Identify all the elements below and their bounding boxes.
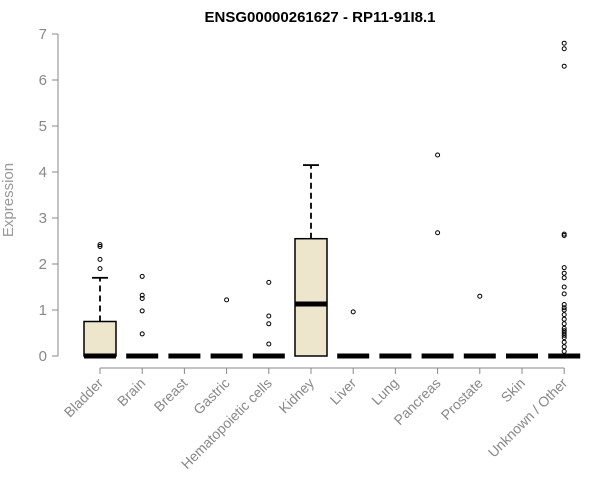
outlier-point bbox=[561, 265, 567, 271]
y-tick-label: 0 bbox=[39, 348, 47, 365]
x-tick-label: Bladder bbox=[61, 375, 107, 421]
outlier-point bbox=[561, 316, 567, 322]
y-tick-label: 1 bbox=[39, 302, 47, 319]
outlier-point bbox=[561, 332, 567, 338]
box-group bbox=[83, 242, 117, 359]
outlier-point bbox=[266, 321, 272, 327]
outlier-point bbox=[561, 339, 567, 345]
outlier-point bbox=[561, 301, 567, 307]
chart-title: ENSG00000261627 - RP11-91I8.1 bbox=[205, 9, 436, 26]
x-tick-label: Pancreas bbox=[391, 375, 444, 428]
y-tick-label: 2 bbox=[39, 256, 47, 273]
y-tick-label: 3 bbox=[39, 210, 47, 227]
outlier-point bbox=[561, 335, 567, 341]
box-group bbox=[294, 164, 328, 357]
boxes-group bbox=[83, 40, 581, 359]
outlier-point bbox=[97, 244, 103, 250]
outlier-point bbox=[477, 293, 483, 299]
outlier-point bbox=[435, 230, 441, 236]
outlier-point bbox=[561, 63, 567, 69]
outlier-point bbox=[139, 296, 145, 301]
outlier-point bbox=[561, 321, 567, 327]
outlier-point bbox=[266, 313, 272, 319]
outlier-point bbox=[97, 242, 103, 248]
y-tick-label: 7 bbox=[39, 26, 47, 43]
outlier-point bbox=[561, 291, 567, 297]
x-tick-label: Unknown / Other bbox=[485, 375, 571, 461]
box-group bbox=[548, 40, 581, 359]
y-tick-label: 5 bbox=[39, 118, 47, 135]
outlier-point bbox=[435, 152, 441, 158]
box-group bbox=[463, 293, 496, 359]
box-group bbox=[252, 279, 285, 359]
x-tick-label: Kidney bbox=[276, 375, 318, 417]
outlier-point bbox=[224, 297, 230, 303]
outlier-point bbox=[266, 279, 272, 285]
x-tick-label: Liver bbox=[327, 375, 360, 408]
x-tick-label: Skin bbox=[498, 375, 529, 406]
outlier-point bbox=[139, 308, 145, 314]
outlier-point bbox=[561, 348, 567, 354]
box-group bbox=[210, 297, 243, 359]
outlier-point bbox=[97, 266, 103, 272]
outlier-point bbox=[561, 46, 567, 52]
outlier-point bbox=[561, 305, 567, 311]
outlier-point bbox=[561, 312, 567, 318]
x-tick-label: Prostate bbox=[438, 375, 486, 423]
outlier-point bbox=[561, 344, 567, 350]
outlier-point bbox=[561, 231, 567, 237]
box-group bbox=[421, 152, 454, 359]
outlier-point bbox=[97, 256, 103, 262]
outlier-point bbox=[561, 284, 567, 290]
outlier-point bbox=[561, 275, 567, 281]
x-tick-label: Brain bbox=[114, 375, 148, 409]
outlier-point bbox=[139, 273, 145, 279]
x-tick-label: Lung bbox=[368, 375, 401, 408]
box-body bbox=[83, 320, 117, 357]
box-body bbox=[294, 237, 328, 357]
outlier-point bbox=[561, 270, 567, 276]
outlier-point bbox=[561, 330, 567, 336]
y-axis-label: Expression bbox=[0, 163, 17, 237]
outlier-point bbox=[561, 40, 567, 46]
outlier-point bbox=[561, 307, 567, 313]
box-group bbox=[337, 309, 370, 359]
outlier-point bbox=[266, 341, 272, 347]
outlier-point bbox=[139, 292, 145, 298]
y-tick-label: 6 bbox=[39, 72, 47, 89]
outlier-point bbox=[350, 309, 356, 315]
x-tick-label: Breast bbox=[151, 375, 191, 415]
outlier-point bbox=[561, 325, 567, 331]
y-axis: 0 1 2 3 4 5 6 7 bbox=[39, 26, 59, 365]
y-tick-label: 4 bbox=[39, 164, 47, 181]
outlier-point bbox=[139, 331, 145, 337]
outlier-point bbox=[561, 328, 567, 334]
box-group bbox=[126, 273, 159, 359]
